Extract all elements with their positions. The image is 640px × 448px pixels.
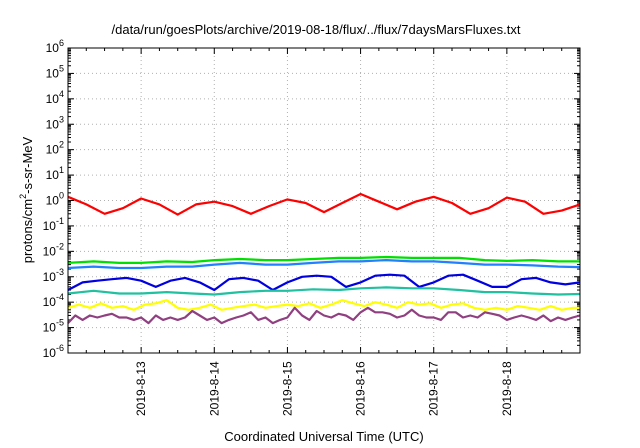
series-line-6 — [67, 306, 581, 325]
y-axis-label-pre: protons/cm — [20, 199, 35, 263]
y-axis-label-post: -s-sr-MeV — [20, 136, 35, 193]
y-axis-label-sup: 2 — [18, 194, 28, 199]
y-tick-label: 10-2 — [43, 241, 64, 258]
plot-frame — [67, 47, 581, 354]
x-tick-label: 2019-8-17 — [427, 361, 441, 416]
x-tick-label: 2019-8-15 — [280, 361, 294, 416]
y-tick-label: 10-1 — [43, 216, 64, 233]
y-tick-label: 105 — [46, 63, 64, 80]
y-tick-label: 10-3 — [43, 267, 64, 284]
series-line-1 — [67, 255, 580, 264]
x-axis-ticks: 2019-8-13 2019-8-14 2019-8-15 2019-8-16 2019… — [85, 48, 563, 416]
series-line-4 — [67, 286, 581, 296]
y-axis-label: protons/cm2-s-sr-MeV — [18, 136, 35, 263]
series-line-5 — [67, 299, 580, 311]
y-tick-label: 10-6 — [43, 343, 64, 360]
x-tick-label: 2019-8-16 — [354, 361, 368, 416]
series-line-3 — [67, 273, 581, 292]
series-line-0 — [67, 192, 581, 216]
y-tick-label: 10-5 — [43, 318, 64, 335]
x-tick-label: 2019-8-14 — [207, 361, 221, 416]
y-tick-label: 102 — [46, 140, 64, 157]
y-tick-label: 104 — [46, 89, 64, 106]
y-axis-ticks: 10-6 10-5 10-4 10-3 10-2 10-1 100 101 102 103 104 1… — [43, 38, 580, 360]
y-tick-label: 101 — [46, 165, 64, 182]
y-tick-label: 100 — [46, 191, 64, 208]
series-lines — [67, 192, 581, 325]
series-line-2 — [67, 259, 581, 270]
y-tick-label: 106 — [46, 38, 64, 55]
y-tick-label: 103 — [46, 114, 64, 131]
chart-title: /data/run/goesPlots/archive/2019-08-18/f… — [112, 22, 521, 37]
x-axis-label: Coordinated Universal Time (UTC) — [224, 429, 423, 444]
x-tick-label: 2019-8-18 — [500, 361, 514, 416]
y-tick-label: 10-4 — [43, 292, 64, 309]
x-tick-label: 2019-8-13 — [134, 361, 148, 416]
